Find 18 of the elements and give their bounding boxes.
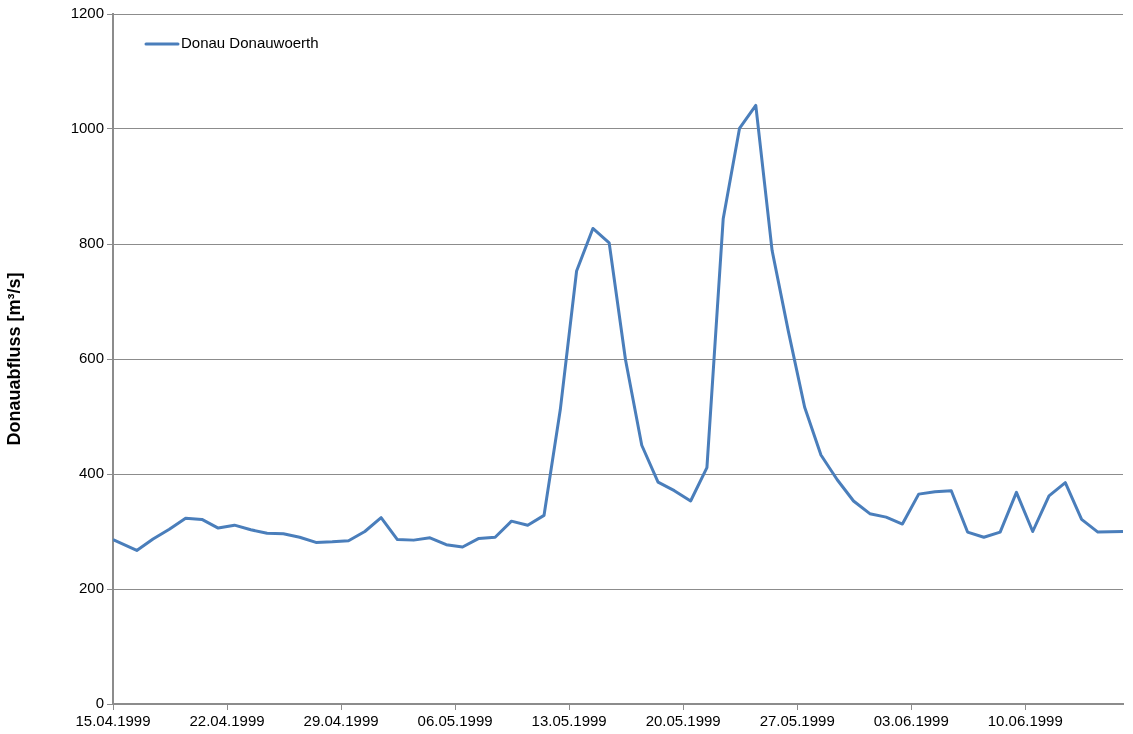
legend-label: Donau Donauwoerth (181, 34, 319, 52)
y-tick-label: 400 (78, 464, 104, 482)
x-tick-label: 10.06.1999 (987, 712, 1063, 730)
x-tick-label: 29.04.1999 (303, 712, 379, 730)
x-tick-label: 03.06.1999 (873, 712, 949, 730)
y-tick-label: 1200 (70, 4, 104, 22)
y-tick-label: 200 (78, 579, 104, 597)
x-tick-label: 13.05.1999 (531, 712, 607, 730)
y-tick-label: 0 (95, 694, 104, 712)
x-tick-label: 20.05.1999 (645, 712, 721, 730)
x-tick-label: 27.05.1999 (759, 712, 835, 730)
y-tick-label: 800 (78, 234, 104, 252)
y-tick-label: 600 (78, 349, 104, 367)
x-tick-label: 06.05.1999 (417, 712, 493, 730)
x-tick-label: 15.04.1999 (75, 712, 151, 730)
x-tick-label: 22.04.1999 (189, 712, 265, 730)
y-axis-title: Donauabfluss [m³/s] (3, 272, 24, 446)
y-tick-label: 1000 (70, 119, 104, 137)
